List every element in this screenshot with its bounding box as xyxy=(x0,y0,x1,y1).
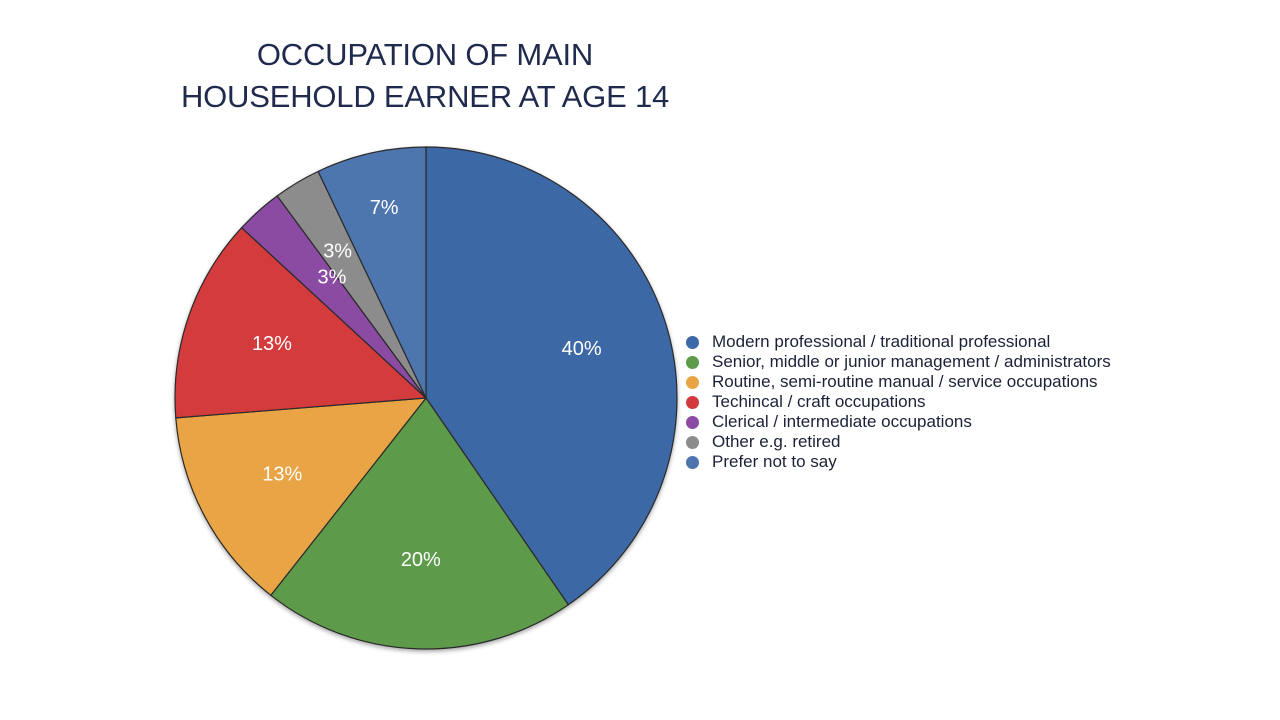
pie-slice xyxy=(425,146,678,606)
legend-label: Senior, middle or junior management / ad… xyxy=(712,352,1111,371)
legend-item: Senior, middle or junior management / ad… xyxy=(686,352,1111,372)
legend-label: Modern professional / traditional profes… xyxy=(712,332,1051,351)
legend-label: Techincal / craft occupations xyxy=(712,392,926,411)
legend-item: Routine, semi-routine manual / service o… xyxy=(686,372,1111,392)
pie-slice xyxy=(317,146,427,399)
legend-label: Routine, semi-routine manual / service o… xyxy=(712,372,1098,391)
pie-value-labels: 40% 20% 13% 13% 3% 3% 7% xyxy=(252,197,602,571)
pie-slice xyxy=(270,397,569,650)
legend-item: Modern professional / traditional profes… xyxy=(686,332,1111,352)
slice-value-label: 13% xyxy=(262,463,302,485)
legend-item: Clerical / intermediate occupations xyxy=(686,412,1111,432)
pie-slice xyxy=(174,227,427,419)
legend-label: Prefer not to say xyxy=(712,452,837,471)
chart-legend: Modern professional / traditional profes… xyxy=(686,332,1111,472)
legend-marker-icon xyxy=(686,335,699,349)
legend-label: Clerical / intermediate occupations xyxy=(712,412,972,431)
pie-slices xyxy=(174,146,678,650)
slice-value-label: 3% xyxy=(323,241,352,263)
legend-marker-icon xyxy=(686,455,699,469)
slice-value-label: 13% xyxy=(252,333,292,355)
legend-item: Other e.g. retired xyxy=(686,432,1111,452)
legend-item: Prefer not to say xyxy=(686,452,1111,472)
legend-marker-icon xyxy=(686,375,699,389)
legend-marker-icon xyxy=(686,355,699,369)
legend-marker-icon xyxy=(686,435,699,449)
slice-value-label: 20% xyxy=(401,549,441,571)
chart-title-line-1: OCCUPATION OF MAIN xyxy=(256,37,594,72)
legend-marker-icon xyxy=(686,395,699,409)
chart-title: OCCUPATION OF MAIN HOUSEHOLD EARNER AT A… xyxy=(150,34,700,118)
legend-label: Other e.g. retired xyxy=(712,432,841,451)
chart-title-line-2: HOUSEHOLD EARNER AT AGE 14 xyxy=(180,79,670,114)
slice-value-label: 3% xyxy=(318,266,347,288)
slice-value-label: 40% xyxy=(562,338,602,360)
legend-marker-icon xyxy=(686,415,699,429)
pie-slice xyxy=(175,397,427,596)
legend-item: Techincal / craft occupations xyxy=(686,392,1111,412)
slice-value-label: 7% xyxy=(370,197,399,219)
